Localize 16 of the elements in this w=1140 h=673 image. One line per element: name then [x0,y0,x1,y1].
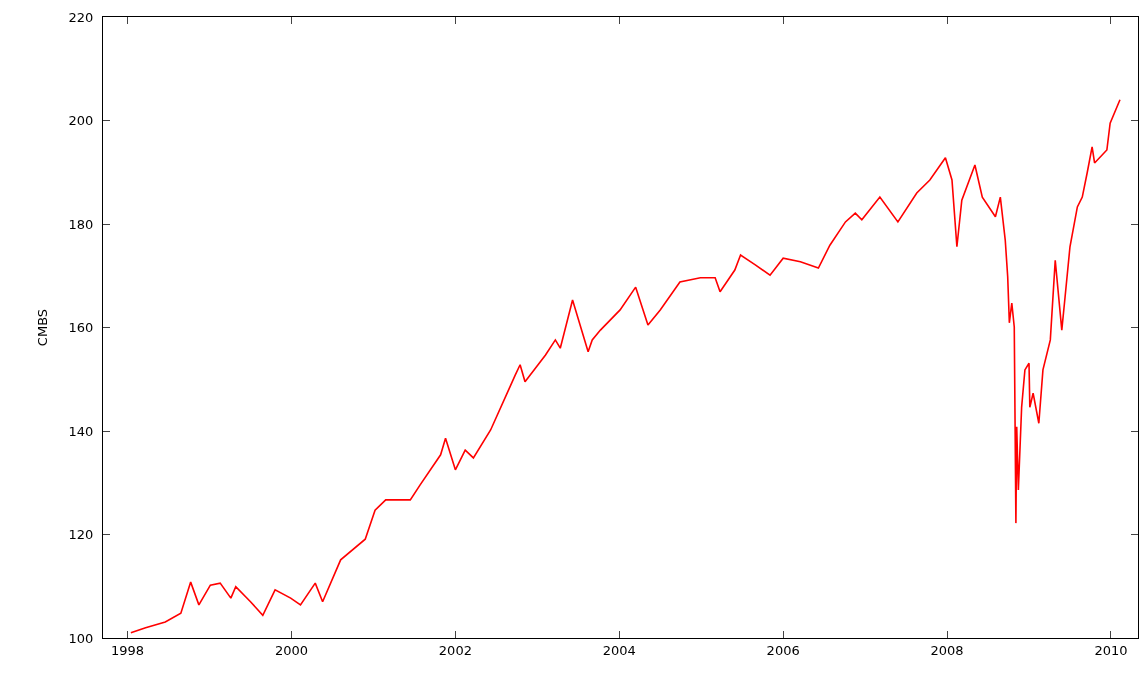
x-tick-label: 2010 [1094,642,1128,658]
x-tick-label: 2008 [930,642,964,658]
line-series [130,99,1121,634]
y-tick-label: 180 [68,216,94,232]
y-axis-title: CMBS [34,308,50,347]
y-tick-label: 120 [68,527,94,543]
x-tick-label: 1998 [111,642,145,658]
y-tick-label: 200 [68,113,94,129]
x-tick-label: 2004 [602,642,636,658]
y-tick-label: 140 [68,423,94,439]
x-tick-label: 2000 [274,642,309,658]
y-tick-label: 160 [68,320,94,336]
y-tick-label: 100 [68,630,94,646]
x-tick-label: 2006 [766,642,800,658]
y-tick-label: 220 [68,9,94,25]
x-tick-label: 2002 [438,642,472,658]
